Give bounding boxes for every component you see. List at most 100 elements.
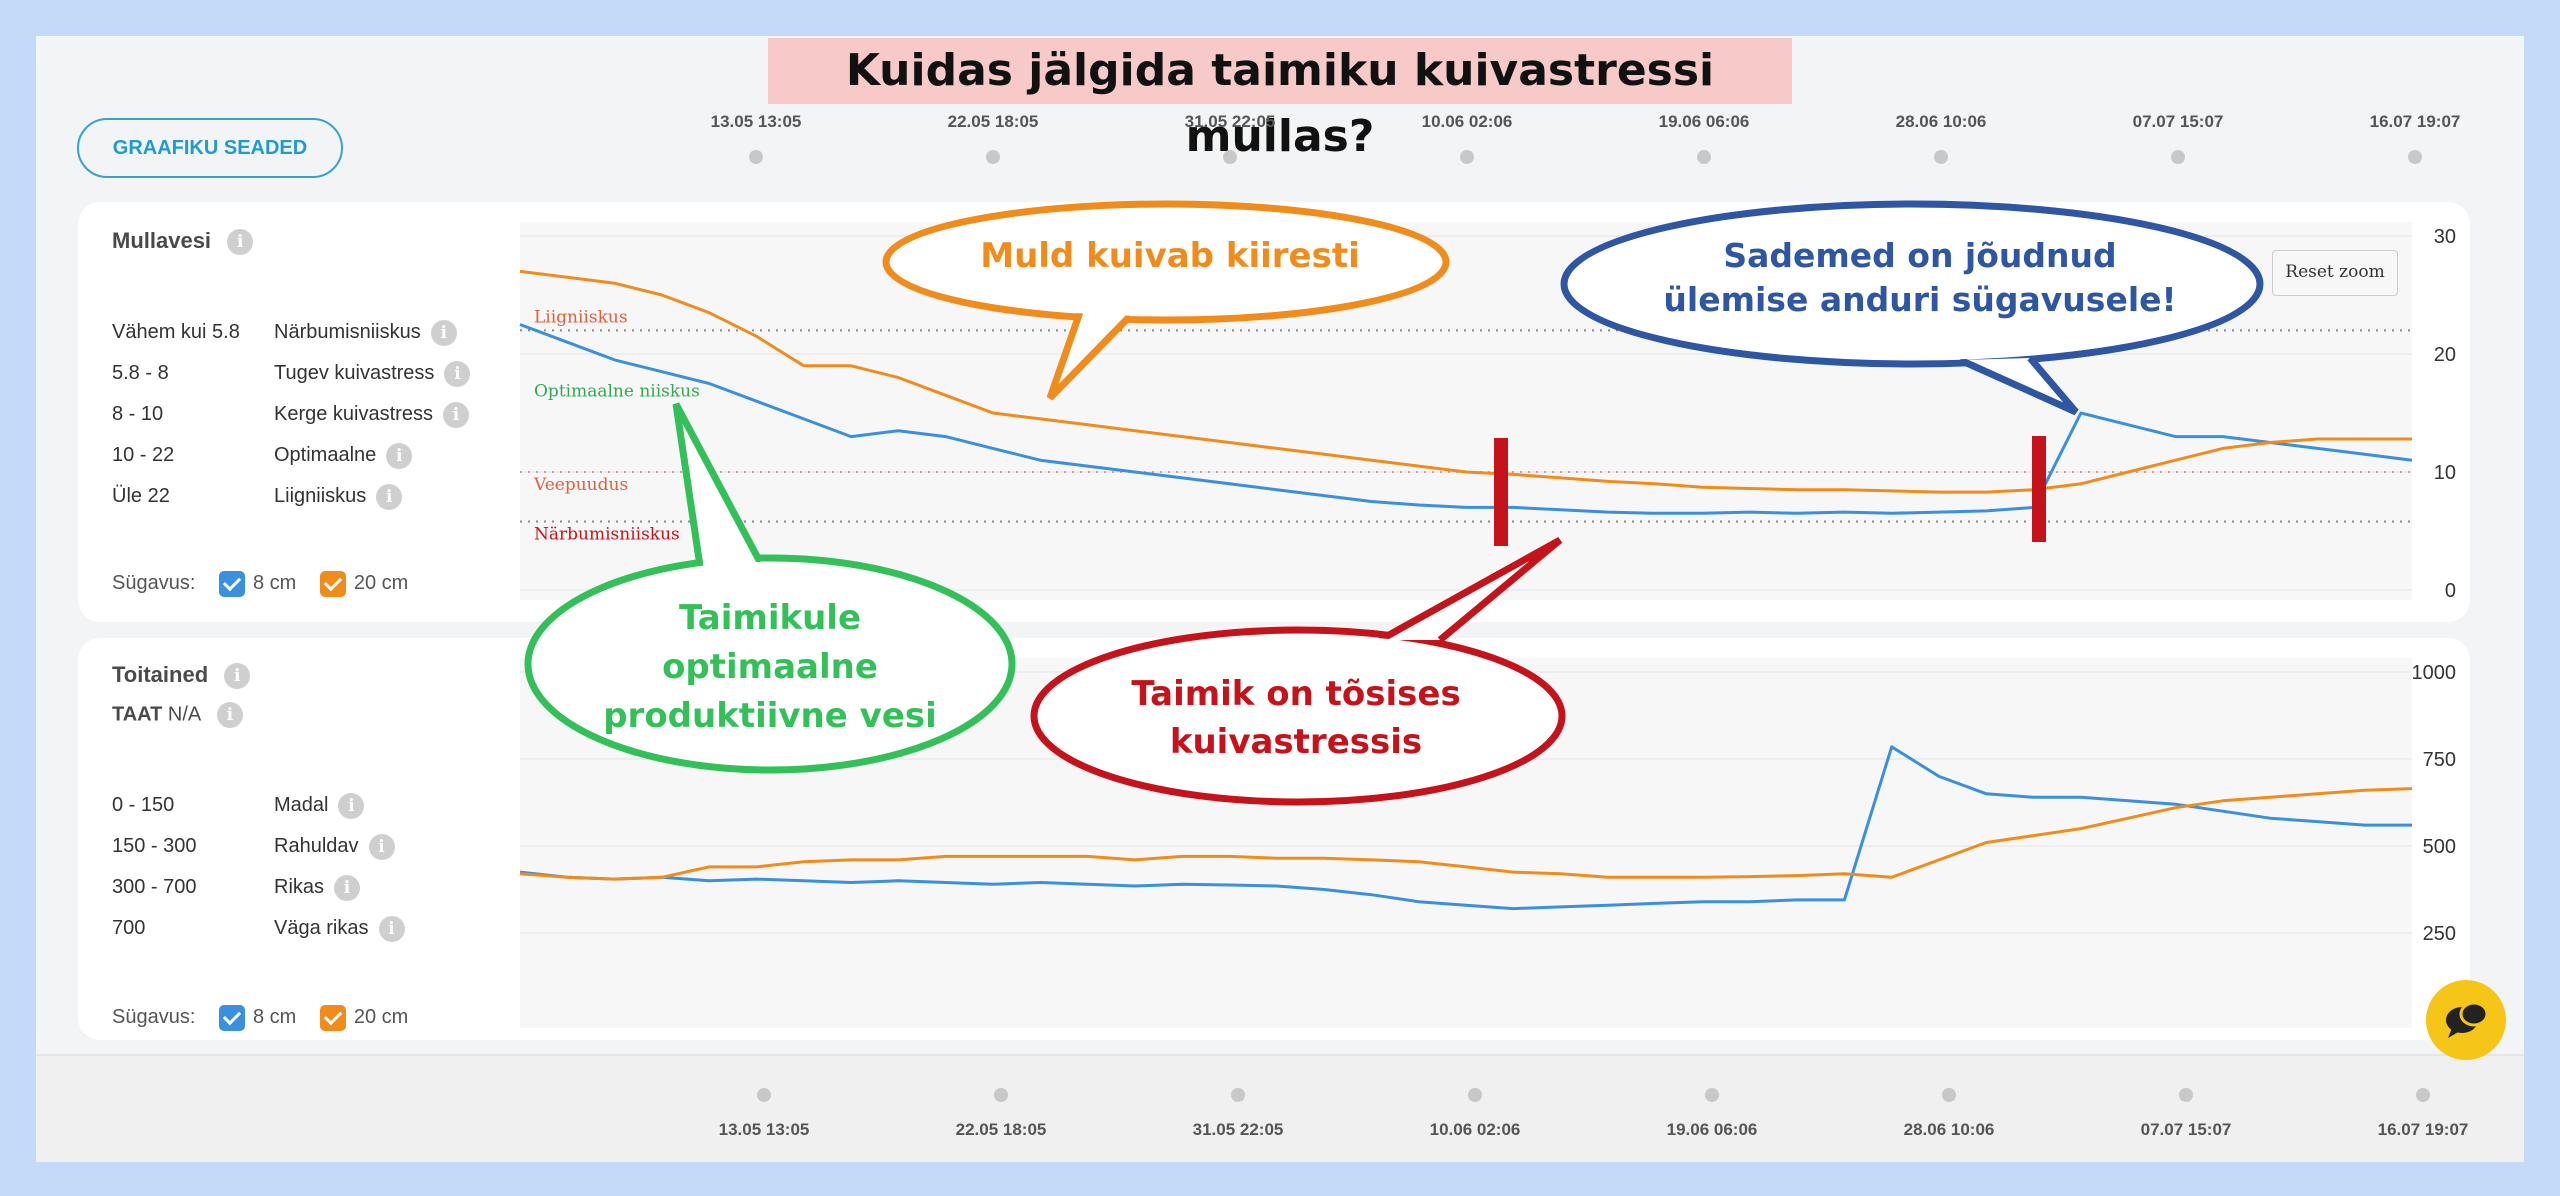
depth-8cm-label: 8 cm (252, 1006, 297, 1028)
y-tick-label: 0 (2445, 580, 2456, 602)
timeline-date-label: 22.05 18:05 (955, 1120, 1047, 1139)
depth-8cm-checkbox[interactable] (218, 1004, 245, 1031)
timeline-dot[interactable] (749, 150, 763, 164)
y-tick-label: 1000 (2412, 662, 2457, 684)
depth-label: Sügavus: (112, 572, 196, 594)
timeline-date-label: 28.06 10:06 (1903, 1120, 1995, 1139)
annotation-optimal-line1: Taimikule (678, 598, 862, 638)
legend-name-wrap: Närbumisniiskus i (274, 317, 457, 347)
info-icon[interactable]: i (338, 792, 365, 819)
page-title: Kuidas jälgida taimiku kuivastressi mull… (768, 38, 1792, 162)
legend-range: 8 - 10 (112, 403, 164, 425)
legend-name-wrap: Optimaalne i (274, 440, 413, 470)
timeline-dot[interactable] (1934, 150, 1948, 164)
timeline-date-label: 10.06 02:06 (1429, 1120, 1521, 1139)
timeline-date-label: 19.06 06:06 (1658, 112, 1750, 131)
timeline-date-label: 13.05 13:05 (718, 1120, 810, 1139)
taat-value: N/A (167, 703, 202, 726)
soil-water-20cm-line (519, 269, 2412, 494)
annotation-drought-stress: Taimik on tõsises kuivastressis (1036, 670, 1556, 766)
threshold-label: Närbumisniiskus (534, 525, 680, 545)
timeline-dot[interactable] (1705, 1088, 1719, 1102)
chat-button[interactable] (2426, 980, 2506, 1060)
timeline-date-label: 16.07 19:07 (2369, 112, 2461, 131)
legend-range: 150 - 300 (112, 835, 197, 857)
depth-20cm-checkbox[interactable] (319, 1004, 346, 1031)
legend-name: Rikas (274, 876, 325, 898)
depth-20cm-label: 20 cm (353, 572, 409, 594)
depth-20cm-label: 20 cm (353, 1006, 409, 1028)
timeline-dot[interactable] (757, 1088, 771, 1102)
nutrients-depth-selector: Sügavus: 8 cm 20 cm (112, 1002, 408, 1032)
timeline-dot[interactable] (1468, 1088, 1482, 1102)
timeline-dot[interactable] (2408, 150, 2422, 164)
legend-name: Rahuldav (274, 835, 359, 857)
legend-name: Tugev kuivastress (274, 362, 435, 384)
info-icon[interactable]: i (430, 319, 457, 346)
timeline-date-label: 28.06 10:06 (1895, 112, 1987, 131)
timeline-date-label: 31.05 22:05 (1192, 1120, 1284, 1139)
timeline-dot[interactable] (1697, 150, 1711, 164)
chat-icon (2446, 1001, 2489, 1038)
legend-range: 5.8 - 8 (112, 362, 169, 384)
legend-name: Optimaalne (274, 444, 377, 466)
stress-end-marker (2032, 436, 2046, 542)
info-icon[interactable]: i (376, 483, 403, 510)
threshold-label: Liigniiskus (534, 307, 628, 327)
info-icon[interactable]: i (386, 442, 413, 469)
timeline-dot[interactable] (1942, 1088, 1956, 1102)
soil-water-8cm-line (519, 323, 2413, 515)
bubble-drought-stress-fill (1038, 634, 1558, 798)
timeline-dot[interactable] (1223, 150, 1237, 164)
bubble-rain-reached-fill (1568, 208, 2256, 360)
timeline-dot[interactable] (994, 1088, 1008, 1102)
soil-water-title-text: Mullavesi (112, 228, 212, 253)
info-icon[interactable]: i (216, 702, 243, 728)
bubble-rain-reached-tail (1958, 355, 2079, 416)
timeline-dot[interactable] (2416, 1088, 2430, 1102)
timeline-date-label: 31.05 22:05 (1184, 112, 1276, 131)
info-icon[interactable]: i (334, 874, 361, 901)
y-tick-label: 500 (2423, 836, 2456, 858)
info-icon[interactable]: i (368, 833, 395, 860)
annotation-stress-line2: kuivastressis (1169, 722, 1423, 762)
timeline-date-label: 22.05 18:05 (947, 112, 1039, 131)
timeline-date-label: 10.06 02:06 (1421, 112, 1513, 131)
legend-name: Kerge kuivastress (274, 403, 433, 425)
soil-water-title: Mullavesi i (112, 228, 254, 256)
timeline-dot[interactable] (1231, 1088, 1245, 1102)
y-tick-label: 250 (2423, 923, 2456, 945)
timeline-dot[interactable] (986, 150, 1000, 164)
legend-name: Närbumisniiskus (274, 321, 421, 343)
bubble-drought-stress-tail (1378, 536, 1563, 644)
timeline-top[interactable]: 13.05 13:05 22.05 18:05 31.05 22:05 10.06 0… (640, 110, 2490, 170)
y-tick-label: 10 (2434, 462, 2456, 484)
timeline-date-label: 13.05 13:05 (710, 112, 802, 131)
threshold-label: Optimaalne niiskus (534, 381, 700, 401)
timeline-date-label: 16.07 19:07 (2377, 1120, 2469, 1139)
annotation-optimal-water: Taimikule optimaalne produktiivne vesi (530, 594, 1010, 741)
y-tick-label: 750 (2423, 749, 2456, 771)
annotation-stress-line1: Taimik on tõsises (1131, 674, 1461, 714)
bubble-optimal-fill (532, 562, 1008, 766)
info-icon[interactable]: i (227, 229, 254, 256)
timeline-dot[interactable] (2179, 1088, 2193, 1102)
legend-name-wrap: Rahuldav i (274, 831, 395, 861)
timeline-dot[interactable] (2171, 150, 2185, 164)
bottom-navigator[interactable] (36, 1054, 2524, 1162)
reset-zoom-button[interactable]: Reset zoom (2272, 250, 2398, 296)
annotation-rain-line1: Sademed on jõudnud (1723, 236, 2117, 275)
info-icon[interactable]: i (442, 401, 469, 428)
legend-name-wrap: Kerge kuivastress i (274, 399, 469, 429)
legend-range: Üle 22 (112, 485, 170, 507)
chart-settings-button[interactable]: GRAAFIKU SEADED (77, 118, 343, 178)
info-icon[interactable]: i (444, 360, 471, 387)
info-icon[interactable]: i (224, 663, 251, 690)
depth-20cm-checkbox[interactable] (319, 570, 346, 597)
timeline-dot[interactable] (1460, 150, 1474, 164)
timeline-bottom[interactable]: 13.05 13:05 22.05 18:05 31.05 22:05 10.06 0… (640, 1080, 2490, 1140)
depth-8cm-checkbox[interactable] (218, 570, 245, 597)
nutrients-8cm-line (519, 745, 2412, 911)
legend-name: Madal (274, 794, 329, 816)
info-icon[interactable]: i (378, 915, 405, 942)
